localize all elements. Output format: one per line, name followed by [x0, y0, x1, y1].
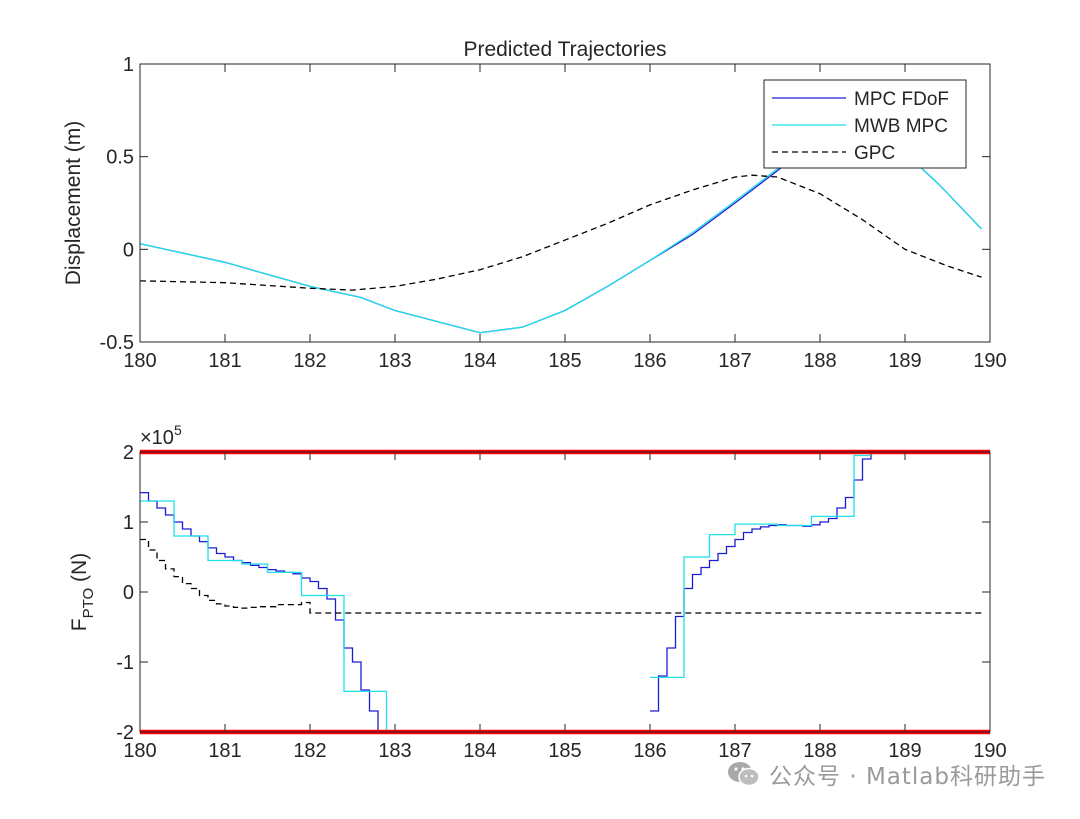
x-tick-label: 187 — [718, 350, 751, 372]
series-line-mwb-mpc — [140, 500, 388, 732]
y-axis-label-unit: (N) — [68, 553, 91, 588]
plot-area — [140, 452, 990, 732]
x-tick-label: 185 — [548, 740, 581, 762]
x-tick-label: 190 — [973, 740, 1006, 762]
x-tick-label: 188 — [803, 740, 836, 762]
series-line-mwb-mpc — [650, 454, 871, 679]
y-tick-label: 1 — [123, 512, 134, 534]
x-tick-label: 185 — [548, 350, 581, 372]
y-axis-label: Displacement (m) — [62, 121, 85, 286]
legend-box — [763, 79, 967, 169]
displacement-plot: 180 181 182 183 184 185 186 187 188 189 190 -0.5 0 0.… — [62, 38, 1007, 372]
x-tick-label: 181 — [208, 350, 241, 372]
x-tick-label: 184 — [463, 740, 496, 762]
x-tick-label: 190 — [973, 350, 1006, 372]
x-tick-label: 183 — [378, 350, 411, 372]
x-tick-label: 187 — [718, 740, 751, 762]
series-line-gpc — [140, 538, 982, 614]
x-tick-label: 183 — [378, 740, 411, 762]
x-tick-label: 186 — [633, 740, 666, 762]
series-line-mpc-fdof — [650, 452, 872, 712]
y-tick-label: 0 — [123, 582, 134, 604]
x-tick-label: 180 — [123, 740, 156, 762]
y-axis-label-subscript: PTO — [80, 588, 97, 619]
x-tick-label: 180 — [123, 350, 156, 372]
x-tick-label: 189 — [888, 740, 921, 762]
watermark-text: 公众号 · Matlab科研助手 — [769, 764, 1046, 790]
y-axis-label: FPTO (N) — [68, 553, 97, 631]
legend-entry: MWB MPC — [854, 116, 948, 137]
x-tick-label: 181 — [208, 740, 241, 762]
y-tick-label: 1 — [123, 54, 134, 76]
series-line-gpc — [140, 174, 982, 291]
legend-entry: GPC — [854, 143, 895, 164]
y-tick-label: -1 — [116, 652, 134, 674]
chart-title: Predicted Trajectories — [463, 38, 666, 61]
x-tick-label: 186 — [633, 350, 666, 372]
y-axis-label-main: F — [68, 618, 91, 631]
legend-entry: MPC FDoF — [854, 89, 949, 110]
watermark: 公众号 · Matlab科研助手 — [727, 757, 1046, 791]
force-plot: 180 181 182 183 184 185 186 187 188 189 190 -2 -1 0 1 2… — [68, 422, 1007, 762]
axis-exponent: ×105 — [140, 422, 182, 449]
legend: MPC FDoF MWB MPC GPC — [763, 79, 967, 169]
x-tick-label: 184 — [463, 350, 496, 372]
series-group — [140, 452, 982, 732]
x-tick-label: 189 — [888, 350, 921, 372]
y-tick-label: -0.5 — [100, 332, 134, 354]
y-tick-label: -2 — [116, 722, 134, 744]
y-tick-label: 2 — [123, 442, 134, 464]
x-tick-label: 182 — [293, 740, 326, 762]
wechat-icon — [728, 762, 760, 787]
y-tick-label: 0 — [123, 239, 134, 261]
x-tick-label: 182 — [293, 350, 326, 372]
y-tick-label: 0.5 — [106, 147, 134, 169]
x-tick-label: 188 — [803, 350, 836, 372]
